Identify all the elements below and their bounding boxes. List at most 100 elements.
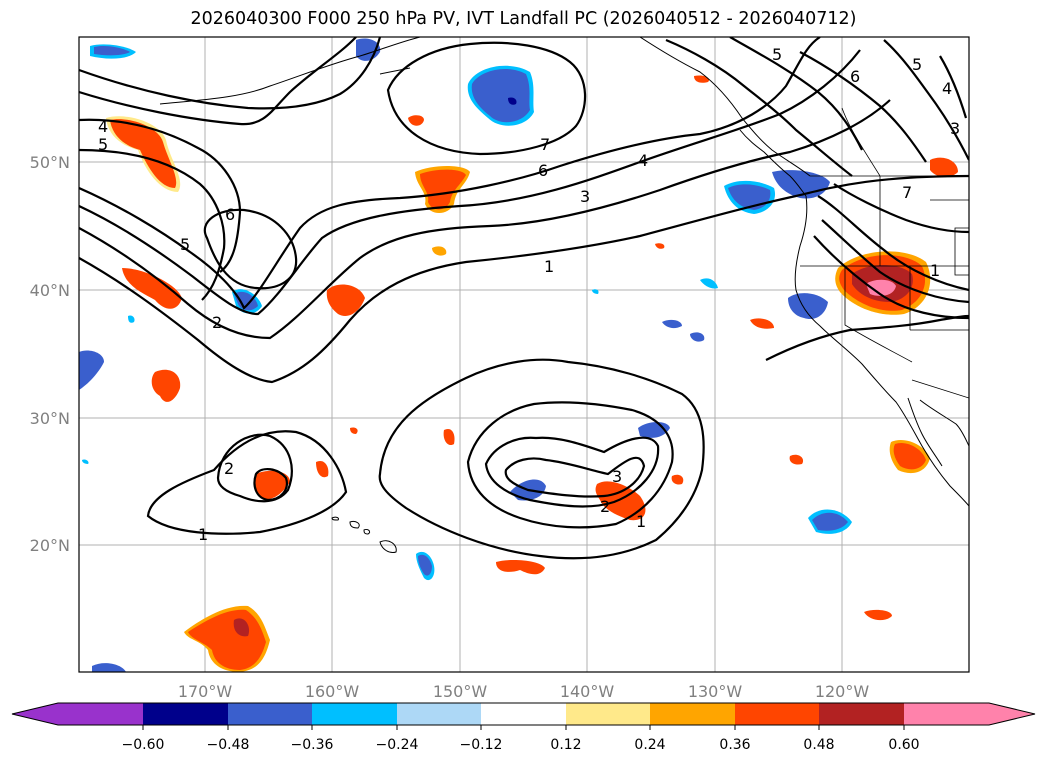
pv-patch-neg: [788, 293, 828, 320]
contour-line: [203, 208, 298, 290]
colorbar-ticks: [142, 725, 905, 730]
contour-line: [79, 118, 242, 273]
pv-patch-pos: [254, 470, 290, 500]
colorbar-segment: [143, 703, 228, 725]
colorbar-tick-label: 0.12: [550, 737, 581, 753]
baja-coast: [907, 397, 943, 467]
alaska-coast: [159, 37, 421, 105]
pv-patch-pos: [789, 454, 804, 465]
colorbar-tick-label: −0.24: [376, 737, 419, 753]
colorbar-segment: [312, 703, 397, 725]
contour-label: 1: [544, 257, 554, 276]
pv-patch-pos: [350, 427, 358, 434]
pv-patch-pos: [655, 243, 665, 249]
ivt-contours: [79, 37, 969, 560]
pv-patch-pos: [326, 284, 365, 317]
lon-label: 140°W: [560, 682, 615, 701]
latitude-labels: 50°N 40°N 30°N 20°N: [30, 153, 70, 555]
contour-label: 2: [224, 459, 234, 478]
state-line: [844, 266, 913, 363]
contour-line: [79, 37, 382, 110]
contour-line: [883, 39, 969, 161]
pv-patch-pos: [443, 428, 455, 446]
colorbar-outline: [11, 702, 1036, 726]
state-line: [954, 227, 969, 276]
hawaii-islets: [331, 516, 339, 521]
colorbar-tick-label: 0.24: [634, 737, 665, 753]
lon-label: 130°W: [688, 682, 743, 701]
pv-patch-pos: [432, 246, 447, 256]
pv-patch-neg: [508, 97, 517, 105]
contour-line: [466, 401, 674, 529]
contour-label: 4: [638, 151, 648, 170]
colorbar-segment: [397, 703, 481, 725]
gulf-alaska-coast: [639, 37, 811, 177]
pv-patch-pos: [866, 279, 896, 296]
lat-label: 30°N: [30, 409, 70, 428]
bc-coast: [739, 129, 807, 197]
colorbar-segment: [819, 703, 904, 725]
contour-line: [253, 468, 288, 502]
aleutian-chain: [379, 67, 411, 75]
colorbar-tick-label: −0.12: [460, 737, 503, 753]
contour-line: [939, 55, 968, 119]
colorbar-segment: [58, 703, 143, 725]
colorbar-tick-label: −0.48: [207, 737, 250, 753]
contour-labels: 1 1 1 1 2 2 2 3 3 3 4 4 4 5 5 5 5 6 6 6 …: [98, 45, 960, 544]
contour-line: [813, 235, 969, 320]
coastlines: [159, 37, 969, 553]
contour-label: 7: [540, 135, 550, 154]
colorbar-segment: [481, 703, 566, 725]
contour-line: [79, 148, 226, 301]
contour-label: 5: [912, 55, 922, 74]
contour-line: [146, 430, 348, 535]
contour-line: [79, 37, 821, 310]
mexico-border: [911, 379, 969, 399]
pv-patch-neg: [82, 459, 89, 464]
contour-line: [378, 358, 705, 560]
pv-patch-pos: [122, 268, 182, 309]
pv-patch-neg: [471, 69, 530, 123]
lon-label: 160°W: [305, 682, 360, 701]
contour-line: [817, 195, 969, 292]
contour-label: 3: [580, 187, 590, 206]
colorbar-segment: [650, 703, 735, 725]
pv-patch-neg: [812, 512, 848, 531]
contour-line: [216, 433, 293, 503]
mexico-mainland: [919, 399, 969, 447]
pv-positive-patches: [106, 75, 958, 672]
pv-patch-pos: [188, 609, 266, 670]
contour-label: 6: [850, 67, 860, 86]
pv-patch-pos: [671, 474, 684, 485]
colorbar-tick-label: 0.36: [719, 737, 750, 753]
contour-line: [484, 436, 660, 508]
hawaii-island: [379, 540, 397, 553]
pv-patch-neg: [700, 278, 718, 289]
contour-label: 3: [950, 119, 960, 138]
contour-label: 1: [198, 525, 208, 544]
contour-line: [821, 219, 969, 304]
hawaii-islets: [363, 529, 371, 535]
pv-patch-pos: [930, 157, 958, 178]
pv-patch-neg: [234, 291, 258, 311]
contour-line: [833, 183, 969, 234]
contour-label: 1: [636, 512, 646, 531]
contour-label: 5: [98, 135, 108, 154]
contour-line: [79, 99, 891, 340]
pv-patch-neg: [690, 332, 705, 342]
colorbar-extend-right: [904, 703, 1035, 725]
longitude-labels: 170°W 160°W 150°W 140°W 130°W 120°W: [178, 682, 870, 701]
contour-label: 7: [902, 183, 912, 202]
lat-label: 50°N: [30, 153, 70, 172]
map-area: 1 1 1 1 2 2 2 3 3 3 4 4 4 5 5 5 5 6 6 6 …: [79, 37, 969, 672]
pv-patch-pos: [694, 75, 710, 83]
gridlines: [79, 37, 969, 672]
contour-line: [79, 174, 969, 384]
plot-title: 2026040300 F000 250 hPa PV, IVT Landfall…: [190, 9, 857, 29]
colorbar-segment: [566, 703, 650, 725]
contour-line: [386, 41, 587, 156]
us-west-coast: [794, 195, 969, 507]
pv-patch-pos: [233, 618, 250, 637]
lat-label: 20°N: [30, 536, 70, 555]
